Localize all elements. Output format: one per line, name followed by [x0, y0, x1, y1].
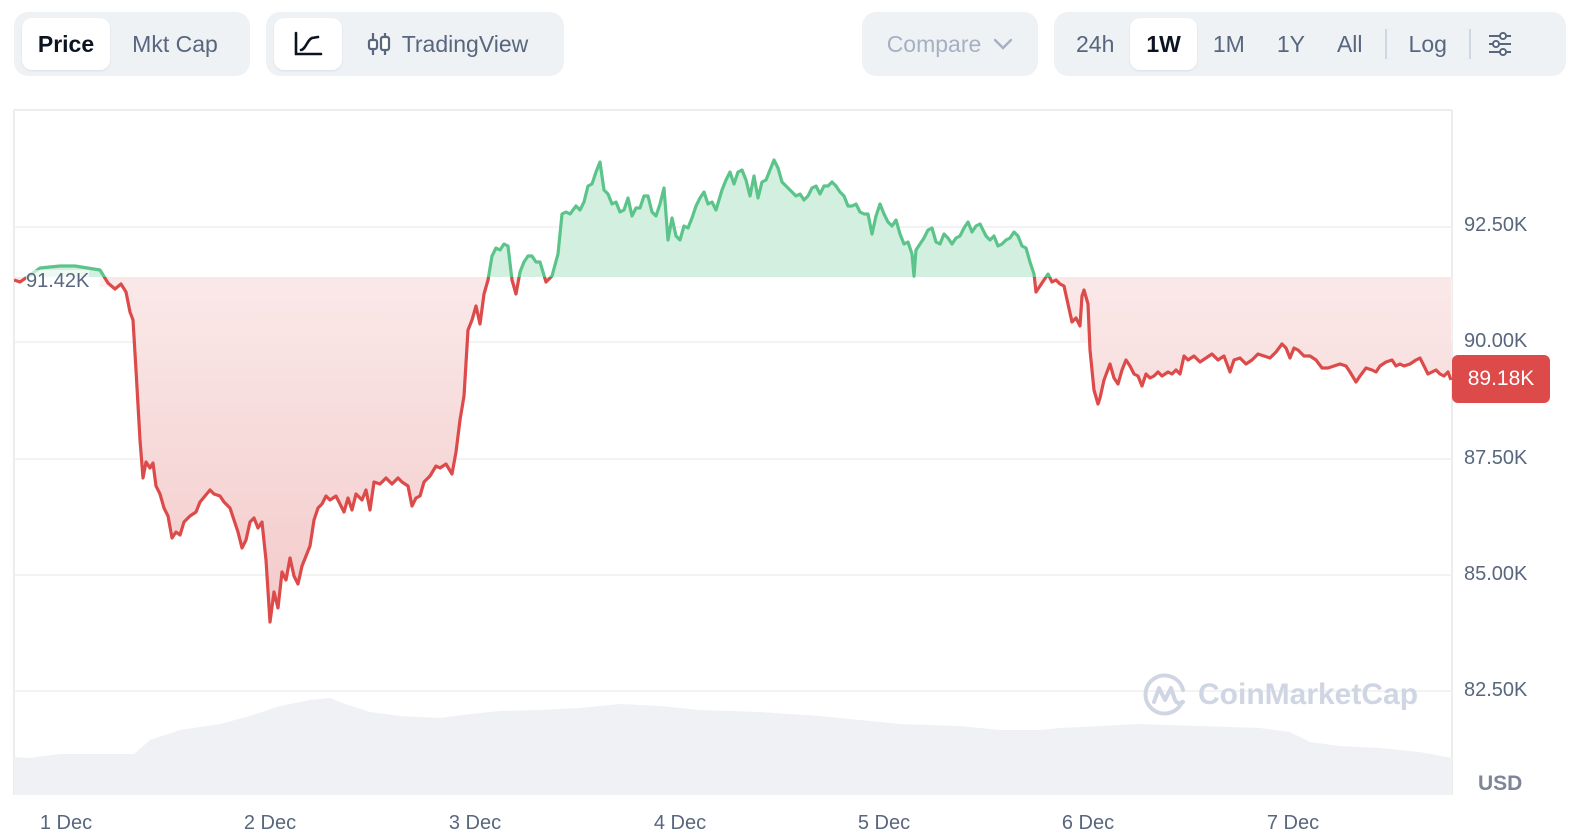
chart-type-toggle: Price Mkt Cap: [14, 12, 250, 76]
price-tab[interactable]: Price: [22, 18, 110, 70]
watermark-text: CoinMarketCap: [1198, 678, 1419, 711]
x-tick-label: 5 Dec: [857, 812, 911, 834]
tradingview-button[interactable]: TradingView: [342, 18, 552, 70]
line-chart-icon: [294, 31, 323, 56]
last-price-badge: 89.18K: [1452, 355, 1550, 403]
up-fill: [14, 160, 1451, 277]
range-all[interactable]: All: [1336, 30, 1363, 57]
sliders-icon: [1488, 32, 1511, 56]
chart-view-toggle: TradingView: [266, 12, 564, 76]
y-tick-label: 90.00K: [1464, 330, 1528, 352]
compare-label: Compare: [886, 30, 982, 57]
log-scale-button[interactable]: Log: [1408, 30, 1447, 57]
y-tick-label: 85.00K: [1464, 563, 1528, 585]
y-tick-label: 82.50K: [1464, 679, 1528, 701]
line-chart-button[interactable]: [274, 18, 342, 70]
x-tick-label: 3 Dec: [448, 812, 502, 834]
range-1m[interactable]: 1M: [1212, 30, 1245, 57]
compare-dropdown[interactable]: Compare: [862, 12, 1038, 76]
mkt-cap-tab[interactable]: Mkt Cap: [132, 30, 218, 57]
y-tick-label: 87.50K: [1464, 447, 1528, 469]
divider: [1384, 29, 1387, 59]
tradingview-label: TradingView: [401, 30, 529, 57]
range-24h[interactable]: 24h: [1076, 30, 1115, 57]
settings-button[interactable]: [1477, 18, 1523, 70]
y-tick-label: 92.50K: [1464, 214, 1528, 236]
x-tick-label: 2 Dec: [243, 812, 297, 834]
candlestick-icon: [367, 33, 390, 55]
coinmarketcap-logo-icon: [1143, 673, 1185, 716]
price-line-down: [14, 277, 1452, 624]
volume-area: [14, 698, 1452, 795]
x-tick-label: 4 Dec: [653, 812, 707, 834]
x-tick-label: 6 Dec: [1061, 812, 1115, 834]
price-line-up: [24, 158, 1052, 277]
coinmarketcap-watermark: CoinMarketCap: [1142, 672, 1418, 718]
chevron-down-icon: [994, 38, 1013, 50]
range-1y[interactable]: 1Y: [1276, 30, 1305, 57]
currency-label: USD: [1478, 772, 1523, 795]
baseline-price-label: 91.42K: [26, 270, 90, 293]
range-1w[interactable]: 1W: [1130, 18, 1197, 70]
x-tick-label: 7 Dec: [1266, 812, 1320, 834]
x-tick-label: 1 Dec: [39, 812, 93, 834]
divider: [1468, 29, 1471, 59]
time-range-toggle: 24h 1W 1M 1Y All Log: [1054, 12, 1566, 76]
